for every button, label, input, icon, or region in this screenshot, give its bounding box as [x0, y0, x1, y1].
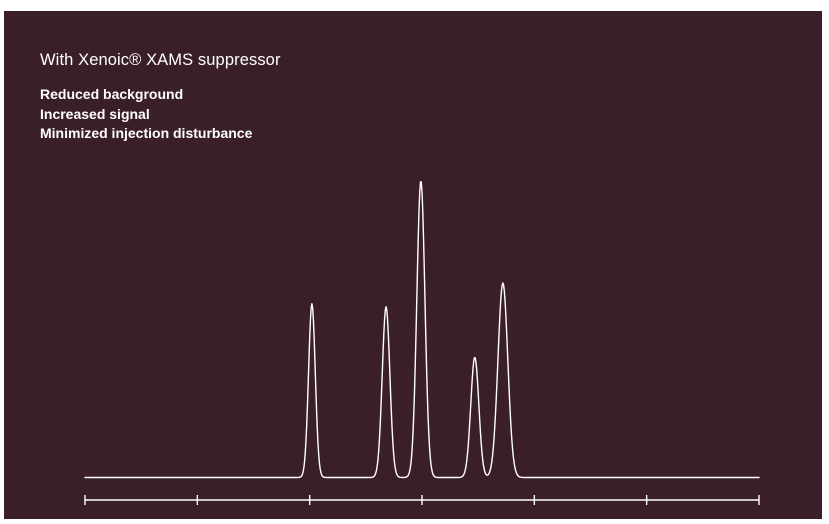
- chart-panel: With Xenoic® XAMS suppressor Reduced bac…: [4, 11, 822, 519]
- x-axis: [84, 495, 760, 505]
- chromatogram-chart: [84, 181, 760, 505]
- annotation-reduced-background: Reduced background: [40, 86, 184, 102]
- annotation-increased-signal: Increased signal: [40, 105, 150, 122]
- annotation-minimized-injection-disturbance: Minimized injection disturbance: [40, 125, 253, 141]
- annotation-list: Reduced background Increased signal Mini…: [40, 85, 252, 144]
- chromatogram-trace: [84, 181, 760, 479]
- chart-title: With Xenoic® XAMS suppressor: [40, 51, 281, 69]
